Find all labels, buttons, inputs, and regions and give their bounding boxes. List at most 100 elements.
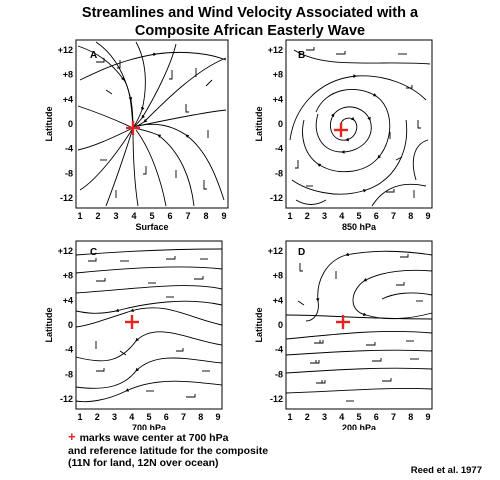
panel-c-level-label: 700 hPa [132, 423, 167, 430]
panel-d-x-tick-label: 5 [356, 412, 361, 422]
panel-d-y-axis-title: Latitude [254, 308, 264, 343]
panel-b-x-tick-label: 4 [339, 211, 344, 221]
credit-citation: Reed et al. 1977 [410, 465, 482, 476]
panel-b-center-marker [334, 123, 348, 137]
panel-d-x-tick-label: 2 [305, 412, 310, 422]
panel-d-y-tick-label: +8 [273, 271, 283, 281]
panel-d-letter: D [298, 247, 305, 258]
panel-a-x-tick-label: 3 [113, 211, 118, 221]
panel-c-wind-barbs [88, 256, 210, 398]
panel-a-x-tick-label: 6 [167, 211, 172, 221]
panel-d-y-tick-label: +4 [273, 295, 283, 305]
panel-d-y-tick-label: 0 [278, 320, 283, 330]
panel-c-x-tick-label: 9 [215, 412, 220, 422]
panel-c-x-tick-label: 8 [198, 412, 203, 422]
center-marker-legend-icon: + [68, 429, 76, 444]
footnote: + marks wave center at 700 hPa and refere… [68, 429, 268, 470]
panel-a: A [75, 39, 229, 209]
panel-a-y-axis-title: Latitude [44, 107, 54, 142]
panel-d-y-tick-label: -8 [275, 369, 283, 379]
panel-d-x-tick-label: 7 [391, 412, 396, 422]
figure-title: Streamlines and Wind Velocity Associated… [0, 4, 500, 40]
panel-c-frame [75, 240, 223, 410]
panel-b-x-tick-label: 6 [374, 211, 379, 221]
panel-d: D [285, 240, 433, 410]
panel-a-level-label: Surface [135, 222, 168, 232]
panel-d-center-marker [336, 315, 350, 329]
panel-d-x-tick-label: 6 [374, 412, 379, 422]
panel-d-x-tick-label: 9 [425, 412, 430, 422]
panel-c-x-tick-label: 3 [112, 412, 117, 422]
panel-c-y-tick-label: -8 [65, 369, 73, 379]
panel-b-x-tick-label: 9 [425, 211, 430, 221]
panel-d-streamlines [285, 250, 433, 394]
panel-c-y-tick-label: +12 [58, 246, 73, 256]
footnote-line-1: marks wave center at 700 hPa [79, 432, 229, 444]
panel-d-wind-barbs [297, 254, 423, 402]
panel-a-y-tick-label: -12 [60, 193, 73, 203]
panel-d-level-label: 200 hPa [342, 423, 377, 430]
panel-c-x-tick-label: 6 [164, 412, 169, 422]
panel-c-x-tick-label: 5 [146, 412, 151, 422]
panel-a-y-tick-label: +12 [58, 45, 73, 55]
panel-a-y-tick-label: +8 [63, 70, 73, 80]
panel-b-frame [285, 39, 433, 209]
panel-c-y-tick-label: -12 [60, 394, 73, 404]
panel-b-y-tick-label: -4 [275, 144, 283, 154]
panel-c-x-tick-label: 2 [95, 412, 100, 422]
panel-d-y-tick-label: +12 [268, 246, 283, 256]
panel-c-y-tick-label: 0 [68, 320, 73, 330]
panel-b-x-tick-label: 3 [322, 211, 327, 221]
panel-c-x-tick-label: 1 [77, 412, 82, 422]
panel-d-y-tick-label: -4 [275, 345, 283, 355]
panel-d-frame [285, 240, 433, 410]
panel-a-x-tick-label: 9 [221, 211, 226, 221]
panel-b-x-tick-label: 7 [391, 211, 396, 221]
panel-b-wind-barbs [295, 47, 421, 198]
panel-b-y-tick-label: +12 [268, 45, 283, 55]
panel-c-x-tick-label: 4 [129, 412, 134, 422]
panel-a-y-tick-label: -8 [65, 168, 73, 178]
panel-b-x-tick-label: 5 [356, 211, 361, 221]
panel-d-x-tick-label: 3 [322, 412, 327, 422]
panel-a-x-tick-label: 7 [185, 211, 190, 221]
panel-c-y-tick-label: +4 [63, 295, 73, 305]
panel-a-center-marker [126, 121, 140, 135]
panel-c-streamlines [75, 248, 223, 403]
panel-b-x-tick-label: 1 [287, 211, 292, 221]
panel-b-y-tick-label: -8 [275, 168, 283, 178]
panel-c: C [75, 240, 223, 410]
panel-a-x-tick-label: 5 [149, 211, 154, 221]
panel-a-y-tick-label: +4 [63, 94, 73, 104]
title-line-2: Composite African Easterly Wave [134, 23, 366, 39]
panel-b-x-tick-label: 8 [408, 211, 413, 221]
panel-c-letter: C [90, 247, 97, 258]
panel-d-y-tick-label: -12 [270, 394, 283, 404]
panel-b-x-tick-label: 2 [305, 211, 310, 221]
panel-c-y-axis-title: Latitude [44, 308, 54, 343]
panel-d-x-tick-label: 4 [339, 412, 344, 422]
panel-a-x-tick-label: 4 [131, 211, 136, 221]
panel-b: B [285, 39, 433, 209]
panel-b-y-tick-label: 0 [278, 119, 283, 129]
panel-a-x-tick-label: 1 [77, 211, 82, 221]
panel-b-y-tick-label: -12 [270, 193, 283, 203]
panel-d-x-tick-label: 1 [287, 412, 292, 422]
panel-a-wind-barbs [96, 58, 213, 198]
panel-c-center-marker [125, 315, 139, 329]
panel-a-y-tick-label: 0 [68, 119, 73, 129]
panel-b-y-tick-label: +8 [273, 70, 283, 80]
panel-b-level-label: 850 hPa [342, 222, 377, 232]
axes-layer: +12 +8 +4 0 -4 -8 -12 1 2 3 4 5 6 7 8 9 Surface Latitude +… [44, 45, 431, 430]
panel-b-y-tick-label: +4 [273, 94, 283, 104]
panel-b-streamlines [289, 49, 431, 207]
panels-canvas: A B [44, 39, 433, 430]
panel-a-y-tick-label: -4 [65, 144, 73, 154]
panel-b-y-axis-title: Latitude [254, 107, 264, 142]
title-line-1: Streamlines and Wind Velocity Associated… [81, 5, 419, 21]
panel-c-x-tick-label: 7 [181, 412, 186, 422]
panel-d-x-tick-label: 8 [408, 412, 413, 422]
panel-a-x-tick-label: 8 [203, 211, 208, 221]
panel-b-letter: B [298, 50, 305, 61]
panel-a-letter: A [90, 50, 97, 61]
